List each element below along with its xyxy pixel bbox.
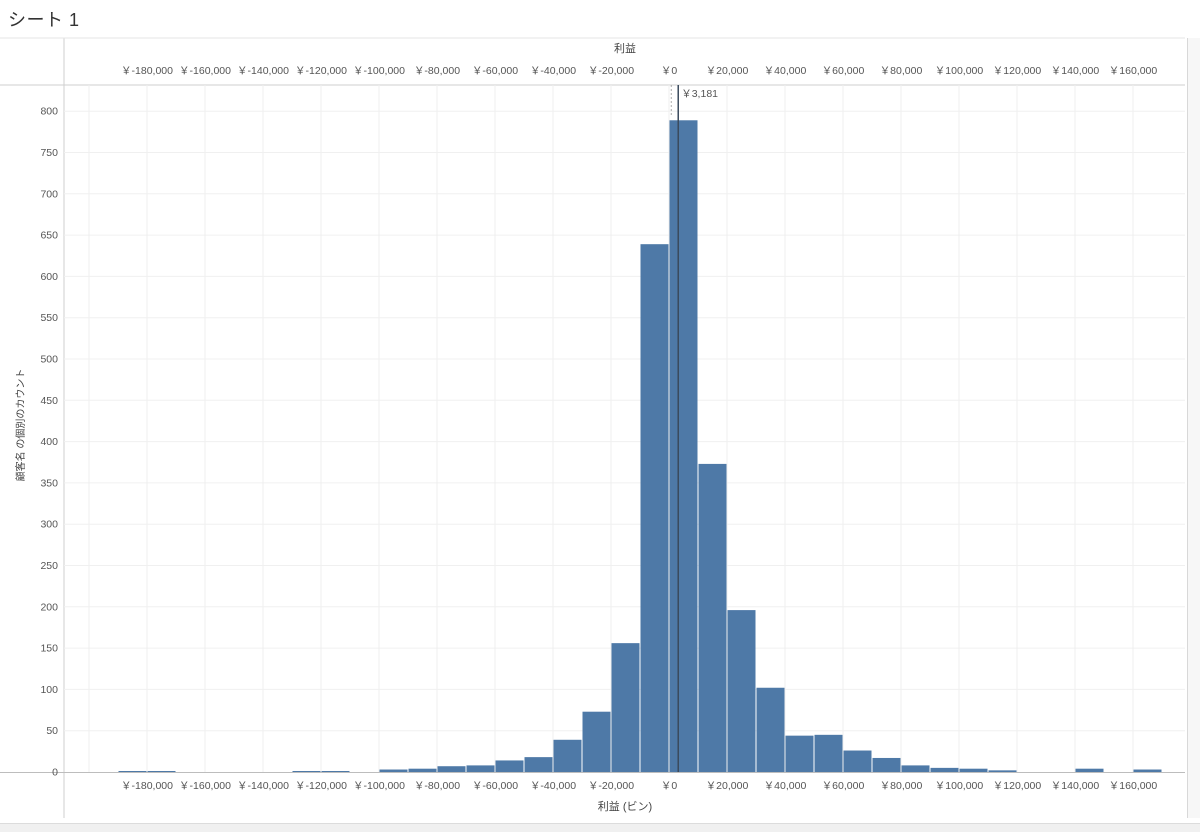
y-tick-label: 450 [40,395,58,407]
histogram-bar[interactable] [640,244,669,772]
top-tick-label: ￥20,000 [706,65,749,77]
histogram-bar[interactable] [756,687,785,772]
histogram-bar[interactable] [785,735,814,772]
top-tick-label: ￥-120,000 [295,65,347,77]
top-axis-title: 利益 [614,41,636,55]
top-tick-label: ￥-40,000 [530,65,576,77]
histogram-bar[interactable] [611,643,640,772]
y-tick-label: 0 [52,767,58,779]
top-tick-label: ￥-180,000 [121,65,173,77]
sheet-title: シート 1 [8,10,80,30]
x-tick-label: ￥160,000 [1109,780,1158,792]
x-tick-label: ￥-160,000 [179,780,231,792]
top-tick-label: ￥-100,000 [353,65,405,77]
top-tick-label: ￥-60,000 [472,65,518,77]
x-tick-label: ￥0 [661,780,677,792]
y-tick-label: 100 [40,684,58,696]
y-tick-label: 350 [40,477,58,489]
x-tick-label: ￥100,000 [935,780,984,792]
histogram-bar[interactable] [321,771,350,772]
histogram-bar[interactable] [698,463,727,772]
x-tick-label: ￥-60,000 [472,780,518,792]
histogram-bar[interactable] [408,768,437,772]
histogram-bar[interactable] [495,760,524,772]
histogram-bar[interactable] [437,766,466,772]
y-tick-label: 300 [40,519,58,531]
histogram-bar[interactable] [1075,768,1104,772]
top-tick-label: ￥-160,000 [179,65,231,77]
x-tick-label: ￥-100,000 [353,780,405,792]
y-tick-label: 500 [40,354,58,366]
histogram-bar[interactable] [727,610,756,772]
y-tick-label: 550 [40,312,58,324]
y-tick-label: 150 [40,643,58,655]
histogram-bar[interactable] [872,757,901,772]
x-tick-label: ￥-140,000 [237,780,289,792]
top-tick-label: ￥-20,000 [588,65,634,77]
top-tick-label: ￥-140,000 [237,65,289,77]
vertical-scrollbar[interactable] [1187,38,1200,818]
x-tick-label: ￥-20,000 [588,780,634,792]
y-tick-label: 200 [40,601,58,613]
x-tick-label: ￥140,000 [1051,780,1100,792]
histogram-bar[interactable] [901,765,930,772]
histogram-bar[interactable] [988,770,1017,772]
x-axis: ￥-180,000 ￥-160,000 ￥-140,000 ￥-120,000 ￥-10… [121,780,1157,792]
y-tick-label: 250 [40,560,58,572]
top-tick-label: ￥100,000 [935,65,984,77]
y-axis-title: 顧客名 の個別のカウント [14,369,27,482]
histogram-bar[interactable] [582,711,611,772]
reference-line[interactable]: ￥3,181 [670,85,718,772]
x-tick-label: ￥80,000 [880,780,923,792]
y-tick-label: 800 [40,106,58,118]
x-tick-label: ￥120,000 [993,780,1042,792]
top-tick-label: ￥-80,000 [414,65,460,77]
top-axis: ￥-180,000 ￥-160,000 ￥-140,000 ￥-120,000 ￥-10… [121,65,1157,77]
gridlines [64,85,1185,772]
bars[interactable] [118,120,1162,772]
histogram-bar[interactable] [553,739,582,772]
x-tick-label: ￥40,000 [764,780,807,792]
x-tick-label: ￥20,000 [706,780,749,792]
histogram-bar[interactable] [118,771,147,772]
chart-frame [0,37,1185,818]
x-tick-label: ￥-40,000 [530,780,576,792]
top-tick-label: ￥120,000 [993,65,1042,77]
bottom-strip [0,823,1200,832]
histogram-bar[interactable] [466,765,495,772]
x-tick-label: ￥-180,000 [121,780,173,792]
histogram-bar[interactable] [1133,769,1162,772]
x-tick-label: ￥-80,000 [414,780,460,792]
reference-line-label: ￥3,181 [681,88,718,100]
histogram-bar[interactable] [930,767,959,772]
x-tick-label: ￥-120,000 [295,780,347,792]
x-tick-label: ￥60,000 [822,780,865,792]
histogram-bar[interactable] [147,771,176,772]
top-tick-label: ￥140,000 [1051,65,1100,77]
top-tick-label: ￥40,000 [764,65,807,77]
top-tick-label: ￥0 [661,65,677,77]
y-tick-label: 400 [40,436,58,448]
histogram-bar[interactable] [379,769,408,772]
histogram-bar[interactable] [524,757,553,772]
y-tick-label: 750 [40,147,58,159]
histogram-bar[interactable] [959,768,988,772]
histogram-bar[interactable] [292,771,321,772]
x-axis-title: 利益 (ビン) [598,799,652,813]
y-tick-label: 50 [46,725,58,737]
top-tick-label: ￥80,000 [880,65,923,77]
top-tick-label: ￥160,000 [1109,65,1158,77]
histogram-bar[interactable] [814,734,843,772]
y-tick-label: 650 [40,230,58,242]
y-tick-label: 700 [40,188,58,200]
histogram-bar[interactable] [843,750,872,772]
y-tick-label: 600 [40,271,58,283]
top-tick-label: ￥60,000 [822,65,865,77]
y-axis: 0 50 100 150 200 250 300 350 400 450 500 550 600 650 7… [40,106,58,779]
histogram-bar[interactable] [669,120,698,772]
